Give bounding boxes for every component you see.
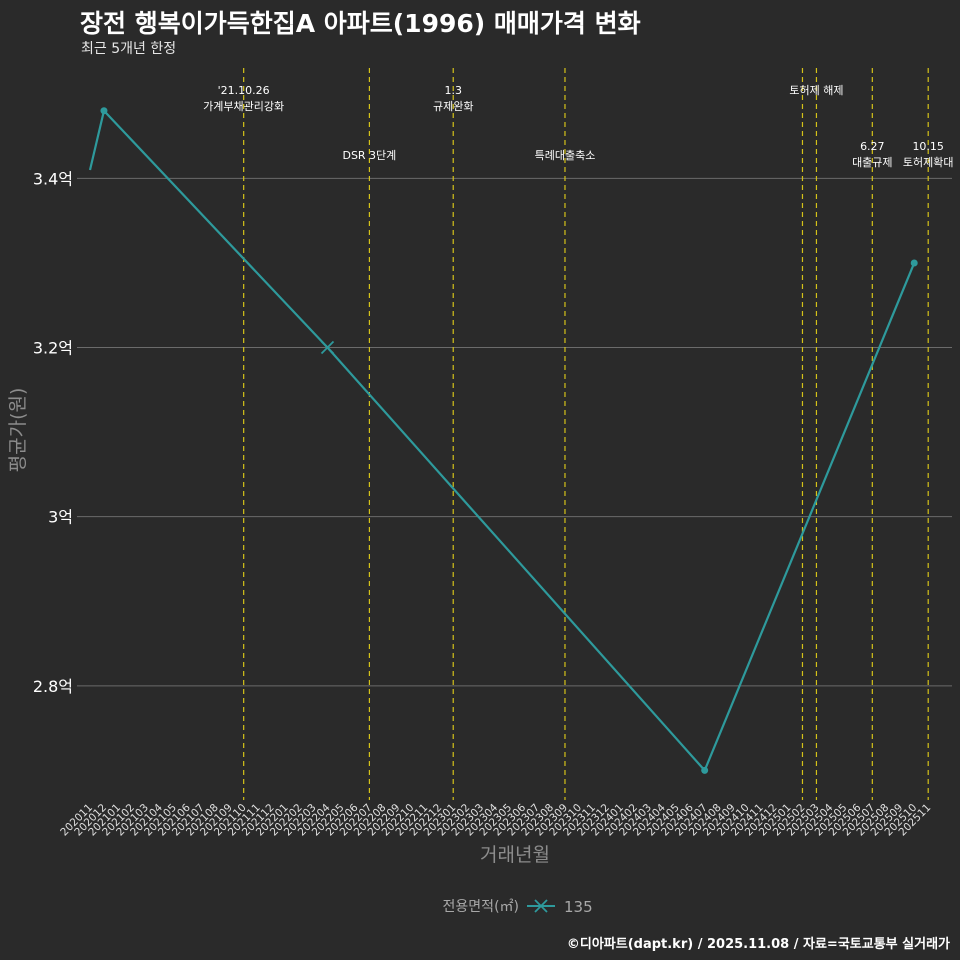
event-annotation: 규제완화 — [433, 100, 473, 113]
chart-title: 장전 행복이가득한집A 아파트(1996) 매매가격 변화 — [80, 9, 641, 38]
event-annotation: 토허제 해제 — [789, 83, 843, 97]
y-tick-label: 3.2억 — [33, 339, 73, 358]
data-point-cross — [320, 340, 335, 355]
event-annotation: DSR 3단계 — [342, 149, 396, 162]
chart-subtitle: 최근 5개년 한정 — [81, 41, 177, 57]
y-tick-label: 2.8억 — [33, 677, 73, 696]
data-point — [100, 107, 108, 115]
y-tick-label: 3억 — [48, 508, 73, 527]
legend-key — [527, 899, 555, 913]
event-annotation: 가계부채관리강화 — [203, 100, 284, 113]
series-line — [88, 109, 916, 772]
data-point — [701, 766, 709, 774]
data-point — [910, 259, 918, 267]
source-caption: ©디아파트(dapt.kr) / 2025.11.08 / 자료=국토교통부 실… — [566, 937, 950, 952]
event-annotation: 특례대출축소 — [535, 149, 596, 162]
event-annotation: 1.3 — [444, 84, 462, 97]
y-tick-label: 3.4억 — [33, 169, 73, 188]
event-annotation: 6.27 — [860, 140, 885, 153]
event-annotation: 10.15 — [912, 140, 944, 153]
x-axis-title: 거래년월 — [480, 844, 550, 866]
event-annotation: 토허제확대 — [903, 156, 954, 169]
event-annotation: '21.10.26 — [218, 84, 270, 97]
event-annotation: 대출규제 — [852, 156, 892, 169]
legend-label: 135 — [564, 898, 593, 916]
legend-title: 전용면적(㎡) — [443, 899, 519, 915]
y-axis-title: 평균가(원) — [7, 388, 29, 473]
